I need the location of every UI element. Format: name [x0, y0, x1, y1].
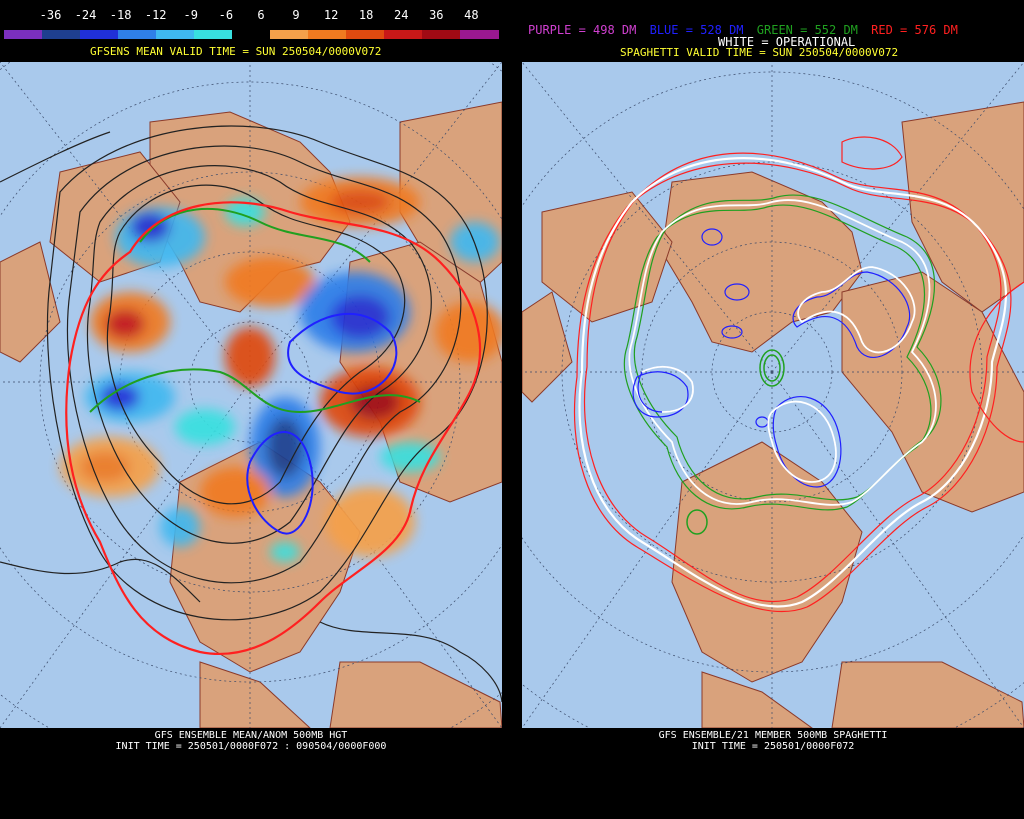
scale-color-segment — [460, 30, 499, 39]
spaghetti-valid-time-header: SPAGHETTI VALID TIME = SUN 250504/0000V0… — [620, 46, 899, 59]
mean-footer-title: GFS ENSEMBLE MEAN/ANOM 500MB HGT — [154, 730, 348, 741]
legend-green: GREEN = 552 DM — [756, 23, 858, 37]
scale-tick-label: 6 — [257, 8, 265, 22]
spaghetti-map — [522, 62, 1024, 728]
anomaly-shading — [60, 177, 502, 562]
legend-blue: BLUE = 528 DM — [649, 23, 744, 37]
scale-tick-label: 9 — [292, 8, 300, 22]
scale-color-segment — [80, 30, 119, 39]
scale-tick-label: -6 — [218, 8, 234, 22]
spaghetti-panel: PURPLE = 498 DM BLUE = 528 DM GREEN = 55… — [522, 0, 1024, 819]
scale-tick-label: 48 — [464, 8, 479, 22]
scale-tick-label: 12 — [323, 8, 339, 22]
ensemble-mean-panel: -36 -24 -18 -12 -9 -6 6 9 12 18 24 36 48 GFSENS MEAN… — [0, 0, 502, 819]
panel-divider — [502, 0, 522, 819]
mean-528-contour — [246, 431, 314, 535]
scale-tick-label: -12 — [144, 8, 167, 22]
mean-552-contour — [139, 207, 371, 263]
spaghetti-footer-init-time: INIT TIME = 250501/0000F072 — [691, 741, 855, 752]
legend-white: WHITE = OPERATIONAL — [718, 35, 856, 49]
mean-footer-init-time: INIT TIME = 250501/0000F072 : 090504/000… — [115, 741, 387, 752]
mean-576-contour — [65, 201, 482, 655]
scale-color-segment — [422, 30, 461, 39]
spaghetti-legend: PURPLE = 498 DM BLUE = 528 DM GREEN = 55… — [528, 24, 958, 36]
scale-color-segment — [232, 30, 271, 39]
operational-576-line — [578, 157, 1008, 608]
operational-528-line — [797, 266, 916, 354]
scale-color-segment — [118, 30, 157, 39]
anomaly-color-scale: -36 -24 -18 -12 -9 -6 6 9 12 18 24 36 48 — [0, 6, 502, 39]
mean-528-contour-north — [287, 312, 398, 395]
scale-tick-label: 18 — [358, 8, 374, 22]
mean-valid-time-header: GFSENS MEAN VALID TIME = SUN 250504/0000… — [90, 45, 382, 58]
scale-tick-label: -18 — [109, 8, 132, 22]
scale-tick-label: 24 — [394, 8, 409, 22]
scale-color-segment — [308, 30, 347, 39]
scale-color-segment — [42, 30, 81, 39]
scale-tick-label: -24 — [74, 8, 97, 22]
legend-red: RED = 576 DM — [871, 23, 958, 37]
spaghetti-552-small — [686, 349, 785, 535]
scale-color-segment — [194, 30, 233, 39]
scale-color-segment — [4, 30, 43, 39]
spaghetti-576-outer — [841, 136, 1024, 443]
scale-color-segment — [270, 30, 309, 39]
operational-528-line-west — [641, 365, 694, 413]
scale-tick-label: -36 — [39, 8, 62, 22]
scale-color-segment — [346, 30, 385, 39]
scale-tick-label: 36 — [429, 8, 444, 22]
graticule — [522, 62, 1024, 728]
mean-552-contour-south — [89, 368, 421, 414]
scale-color-segment — [156, 30, 195, 39]
ensemble-mean-map — [0, 62, 502, 728]
scale-tick-label: -9 — [183, 8, 199, 22]
spaghetti-footer-title: GFS ENSEMBLE/21 MEMBER 500MB SPAGHETTI — [658, 730, 888, 741]
operational-528-line-south — [767, 400, 837, 483]
legend-purple: PURPLE = 498 DM — [528, 23, 637, 37]
scale-color-segment — [384, 30, 423, 39]
